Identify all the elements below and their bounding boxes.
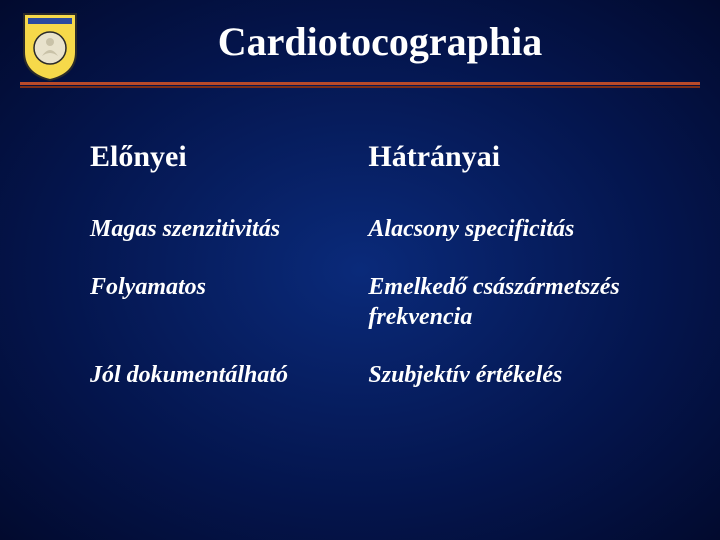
content-area: Előnyei Hátrányai Magas szenzitivitás Al… <box>0 90 720 404</box>
disadvantage-cell: Alacsony specificitás <box>358 200 660 258</box>
table-header-row: Előnyei Hátrányai <box>80 130 660 200</box>
table-row: Folyamatos Emelkedő császármetszés frekv… <box>80 258 660 346</box>
title-divider <box>20 82 700 88</box>
disadvantage-cell: Emelkedő császármetszés frekvencia <box>358 258 660 346</box>
university-crest-logo <box>20 10 80 82</box>
column-header-advantages: Előnyei <box>80 130 358 200</box>
advantage-cell: Jól dokumentálható <box>80 346 358 404</box>
advantage-cell: Folyamatos <box>80 258 358 346</box>
slide: Cardiotocographia Előnyei Hátrányai Maga… <box>0 0 720 540</box>
header: Cardiotocographia <box>0 0 720 90</box>
slide-title: Cardiotocographia <box>0 18 720 65</box>
column-header-disadvantages: Hátrányai <box>358 130 660 200</box>
table-row: Magas szenzitivitás Alacsony specificitá… <box>80 200 660 258</box>
advantage-cell: Magas szenzitivitás <box>80 200 358 258</box>
disadvantage-cell: Szubjektív értékelés <box>358 346 660 404</box>
table-row: Jól dokumentálható Szubjektív értékelés <box>80 346 660 404</box>
comparison-table: Előnyei Hátrányai Magas szenzitivitás Al… <box>80 130 660 404</box>
